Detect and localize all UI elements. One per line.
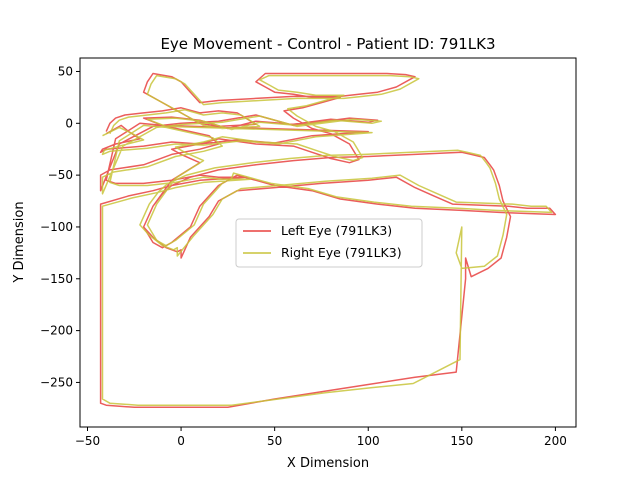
y-tick-label: 50 [58,64,73,78]
legend-box [235,218,423,268]
y-tick-label: −200 [40,324,73,338]
chart-title: Eye Movement - Control - Patient ID: 791… [160,35,495,53]
x-tick-label: 50 [267,434,282,448]
x-tick-label: 200 [544,434,567,448]
y-axis-label: Y Dimension [12,201,27,283]
x-axis-label: X Dimension [287,456,369,471]
legend: Left Eye (791LK3) Right Eye (791LK3) [235,218,423,268]
x-tick-label: −50 [75,434,100,448]
y-axis-ticks: 50 0 −50 −100 −150 −200 −250 [40,64,80,389]
y-tick-label: 0 [65,116,73,130]
y-tick-label: −50 [48,168,73,182]
y-tick-label: −150 [40,272,73,286]
x-tick-label: 150 [450,434,473,448]
legend-label-left-eye: Left Eye (791LK3) [281,223,392,238]
legend-label-right-eye: Right Eye (791LK3) [281,245,402,260]
series-line-right-eye [101,74,553,406]
y-tick-label: −100 [40,220,73,234]
plot-frame [79,57,577,428]
y-tick-label: −250 [40,375,73,389]
series-line-left-eye [99,72,557,409]
x-tick-label: 100 [357,434,380,448]
x-axis-ticks: −50 0 50 100 150 200 [75,427,567,448]
x-tick-label: 0 [177,434,185,448]
series-layer [99,72,557,409]
